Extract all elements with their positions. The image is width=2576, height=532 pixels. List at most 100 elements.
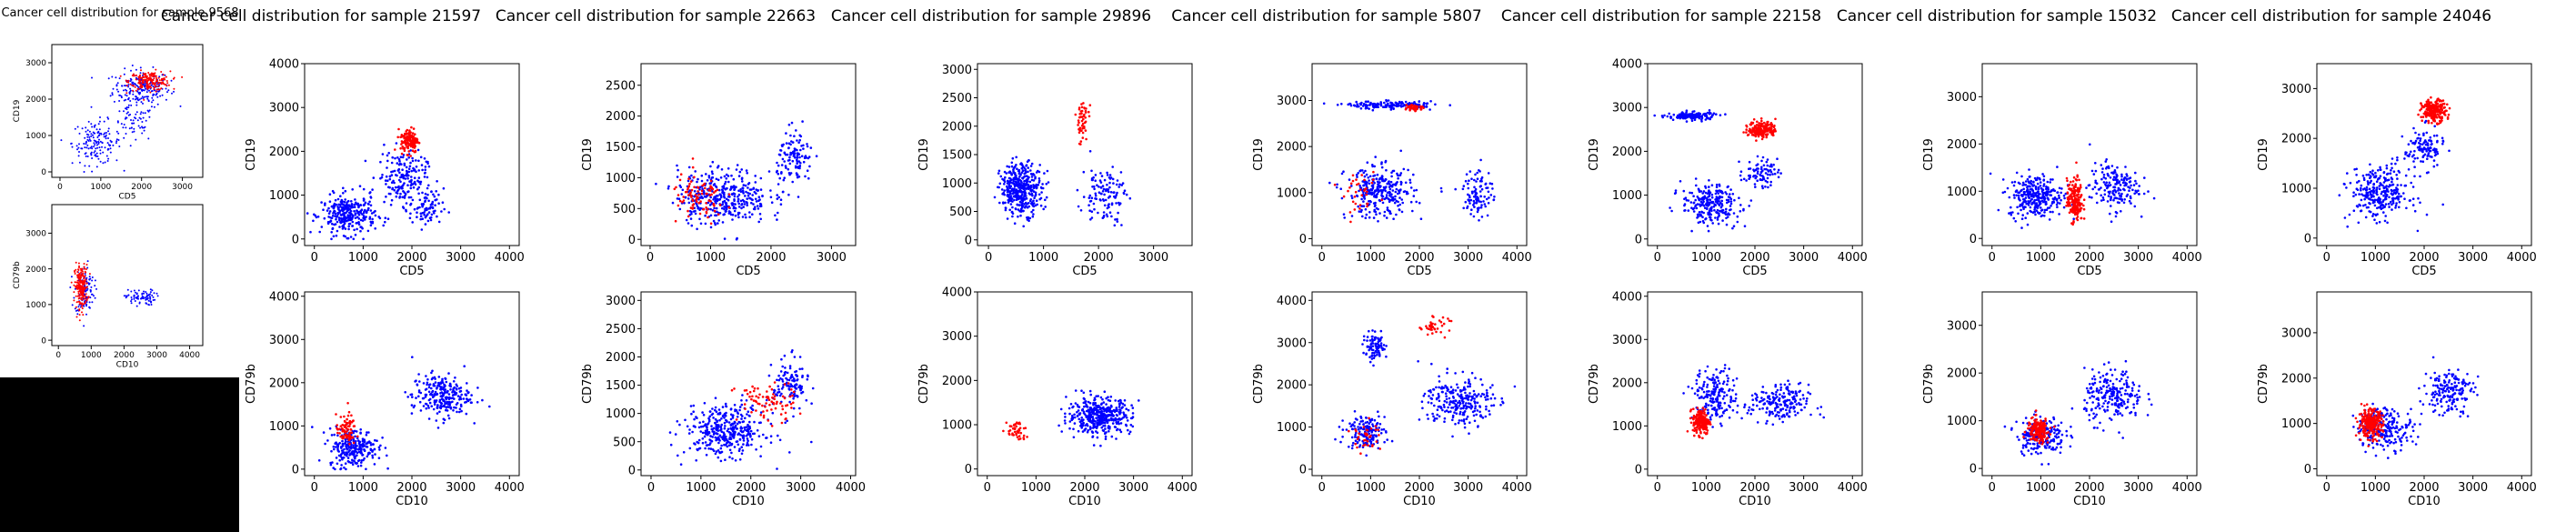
data-point xyxy=(706,179,709,182)
data-point xyxy=(1099,444,1102,447)
data-point xyxy=(415,379,417,383)
data-point xyxy=(756,429,759,432)
data-point xyxy=(998,201,1001,205)
data-point xyxy=(744,195,747,197)
data-point xyxy=(786,419,788,423)
data-point xyxy=(1013,222,1017,225)
data-point xyxy=(1101,190,1105,193)
data-point xyxy=(348,207,352,211)
data-point xyxy=(795,129,797,132)
data-point xyxy=(410,125,413,129)
data-point xyxy=(85,268,87,270)
data-point xyxy=(328,427,332,430)
data-point xyxy=(1112,182,1115,185)
x-tick-label: 3000 xyxy=(786,481,816,495)
data-point xyxy=(1038,164,1041,166)
data-point xyxy=(796,152,799,155)
data-point xyxy=(1352,104,1356,107)
data-point xyxy=(351,188,355,191)
data-point xyxy=(84,136,86,139)
data-point xyxy=(1131,416,1135,418)
data-point xyxy=(1120,224,1123,226)
data-point xyxy=(1017,215,1019,218)
data-point xyxy=(1404,100,1408,104)
data-point xyxy=(121,85,124,87)
data-point xyxy=(733,209,737,213)
data-point xyxy=(708,410,712,413)
data-point xyxy=(690,412,693,416)
data-point xyxy=(1092,202,1096,206)
data-point xyxy=(718,451,721,454)
data-point xyxy=(424,223,427,226)
data-point xyxy=(1084,109,1088,113)
data-point xyxy=(780,171,783,174)
data-point xyxy=(436,427,440,429)
data-point xyxy=(723,421,727,425)
data-point xyxy=(353,456,356,459)
data-point xyxy=(150,105,153,108)
data-point xyxy=(791,394,794,397)
data-point xyxy=(709,179,713,183)
data-point xyxy=(324,442,326,446)
data-point xyxy=(742,439,746,442)
data-point xyxy=(366,229,370,233)
data-point xyxy=(1111,422,1115,425)
data-point xyxy=(104,146,106,149)
data-point xyxy=(423,157,426,160)
data-point xyxy=(786,371,789,375)
data-point xyxy=(655,182,657,186)
data-point xyxy=(338,441,342,445)
data-point xyxy=(336,434,339,437)
data-point xyxy=(715,214,718,217)
data-point xyxy=(432,193,435,196)
x-tick-label: 0 xyxy=(647,251,654,265)
data-point xyxy=(434,390,437,394)
data-point xyxy=(140,76,143,79)
data-point xyxy=(436,180,438,183)
data-point xyxy=(1125,407,1128,411)
x-axis-label: CD10 xyxy=(1068,495,1101,508)
data-point xyxy=(1093,408,1096,412)
data-point xyxy=(82,275,85,277)
data-point xyxy=(429,218,433,222)
data-point xyxy=(748,216,751,218)
data-point xyxy=(147,137,150,140)
data-point xyxy=(1123,399,1127,402)
data-point xyxy=(735,168,738,171)
data-point xyxy=(400,187,404,190)
data-point xyxy=(789,134,792,137)
data-point xyxy=(730,442,734,446)
data-point xyxy=(775,402,778,406)
data-point xyxy=(727,180,730,184)
data-point xyxy=(1012,189,1015,192)
data-point xyxy=(104,132,106,135)
y-tick-label: 0 xyxy=(965,463,972,477)
data-point xyxy=(331,222,334,226)
data-point xyxy=(697,426,701,429)
data-point xyxy=(77,286,80,288)
data-point xyxy=(731,213,735,216)
data-point xyxy=(368,200,371,204)
data-point xyxy=(1019,201,1022,204)
data-point xyxy=(1060,430,1063,433)
data-point xyxy=(136,96,139,99)
data-point xyxy=(792,415,795,418)
data-point xyxy=(1036,186,1038,189)
chart-title: Cancer cell distribution for sample 2989… xyxy=(831,7,1151,25)
data-point xyxy=(731,434,735,437)
data-point xyxy=(91,76,93,79)
data-point xyxy=(1015,156,1017,159)
data-point xyxy=(366,208,370,212)
data-point xyxy=(801,390,805,394)
data-point xyxy=(704,222,707,226)
data-point xyxy=(130,119,132,121)
data-point xyxy=(152,95,155,96)
data-point xyxy=(376,439,378,443)
data-point xyxy=(737,206,741,208)
data-point xyxy=(1024,171,1027,175)
data-point xyxy=(694,194,697,196)
data-point xyxy=(362,197,366,200)
data-point xyxy=(731,415,735,417)
data-point xyxy=(1080,389,1083,393)
